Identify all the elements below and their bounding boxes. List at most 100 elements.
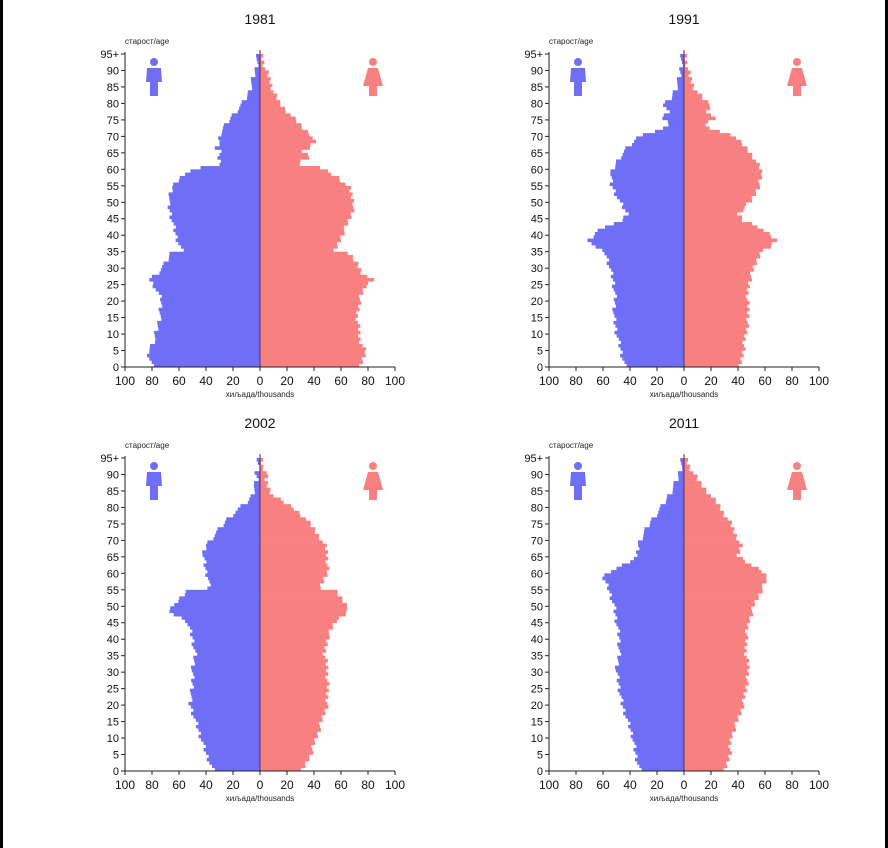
female-bar bbox=[260, 540, 323, 544]
female-bar bbox=[684, 747, 731, 752]
female-person-icon bbox=[787, 58, 807, 96]
male-bar bbox=[672, 487, 684, 492]
male-bar bbox=[214, 767, 260, 772]
y-tick-label: 55 bbox=[107, 585, 119, 597]
male-bar bbox=[632, 142, 684, 147]
female-bar bbox=[684, 520, 732, 525]
female-bar bbox=[684, 659, 750, 663]
female-bar bbox=[684, 324, 750, 328]
male-bar bbox=[255, 54, 260, 58]
female-bar bbox=[684, 199, 753, 203]
female-bar bbox=[260, 698, 326, 703]
male-bar bbox=[190, 169, 260, 173]
female-bar bbox=[684, 113, 711, 117]
male-bar bbox=[192, 635, 260, 640]
female-bar bbox=[260, 593, 338, 597]
male-bar bbox=[214, 533, 260, 538]
female-bar bbox=[684, 576, 767, 581]
male-bar bbox=[637, 553, 684, 558]
female-bar bbox=[260, 215, 352, 220]
male-bar bbox=[677, 83, 684, 88]
female-bar bbox=[260, 311, 357, 315]
female-bar bbox=[260, 357, 362, 361]
male-bar bbox=[149, 357, 260, 361]
pyramid-chart-2002: 2002 старост/age 0 5 10 15 20 25 30 35 40 45 50 55 60 6… bbox=[100, 415, 405, 803]
female-bar bbox=[684, 570, 762, 574]
female-bar bbox=[684, 271, 751, 276]
x-tick-label: 60 bbox=[172, 778, 186, 792]
female-bar bbox=[260, 747, 313, 752]
male-bar bbox=[257, 461, 260, 465]
male-bar bbox=[682, 63, 684, 68]
female-bar bbox=[260, 665, 329, 670]
male-bar bbox=[177, 235, 260, 239]
female-bar bbox=[260, 284, 367, 289]
female-bar bbox=[684, 255, 761, 259]
male-bar bbox=[155, 337, 260, 341]
male-bar bbox=[618, 337, 684, 341]
x-tick-label: 80 bbox=[569, 778, 583, 792]
x-tick-label: 40 bbox=[731, 374, 745, 388]
female-bar bbox=[684, 238, 778, 243]
male-bar bbox=[251, 83, 260, 88]
y-tick-label: 15 bbox=[531, 313, 543, 325]
y-tick-label: 90 bbox=[531, 65, 543, 77]
y-tick-label: 55 bbox=[107, 181, 119, 193]
x-tick-label: 80 bbox=[785, 374, 799, 388]
female-bar bbox=[684, 556, 744, 561]
male-bar bbox=[616, 566, 684, 571]
y-tick-label: 50 bbox=[107, 197, 119, 209]
y-tick-label: 90 bbox=[107, 65, 119, 77]
male-bar bbox=[681, 57, 684, 61]
male-bar bbox=[162, 264, 260, 269]
male-bar bbox=[604, 251, 684, 256]
y-tick-label: 20 bbox=[531, 296, 543, 308]
male-bar bbox=[255, 73, 260, 78]
male-bar bbox=[241, 100, 260, 104]
male-bar bbox=[613, 222, 684, 226]
y-tick-label: 30 bbox=[107, 263, 119, 275]
female-bar bbox=[684, 169, 763, 173]
female-bar bbox=[260, 54, 264, 58]
female-bar bbox=[260, 175, 339, 180]
female-bar bbox=[260, 110, 286, 114]
female-bar bbox=[684, 189, 756, 193]
male-bar bbox=[224, 520, 260, 525]
male-bar bbox=[633, 747, 684, 752]
male-bar bbox=[233, 514, 260, 518]
female-bar bbox=[684, 705, 745, 709]
female-bar bbox=[684, 668, 748, 673]
male-bar bbox=[623, 202, 684, 206]
male-bar bbox=[223, 123, 260, 127]
female-bar bbox=[684, 307, 750, 312]
female-bar bbox=[684, 231, 770, 236]
male-bar bbox=[619, 691, 684, 696]
x-tick-label: 100 bbox=[385, 374, 405, 388]
male-bar bbox=[250, 494, 260, 498]
male-bar bbox=[616, 294, 684, 299]
female-bar bbox=[260, 70, 269, 75]
male-bar bbox=[170, 606, 260, 610]
chart-title: 2011 bbox=[669, 415, 699, 431]
male-bar bbox=[618, 343, 684, 348]
male-bar bbox=[622, 218, 684, 223]
y-tick-label: 35 bbox=[531, 651, 543, 663]
x-tick-label: 80 bbox=[569, 374, 583, 388]
male-bar bbox=[633, 556, 684, 561]
x-tick-label: 80 bbox=[785, 778, 799, 792]
female-bar bbox=[260, 185, 352, 190]
male-bar bbox=[605, 579, 684, 584]
female-bar bbox=[684, 156, 753, 160]
y-tick-label: 95+ bbox=[100, 453, 119, 465]
male-bar bbox=[617, 688, 684, 693]
male-bar bbox=[615, 304, 684, 308]
female-bar bbox=[684, 629, 746, 633]
female-bar bbox=[260, 67, 266, 71]
female-bar bbox=[260, 527, 316, 531]
male-bar bbox=[169, 251, 260, 256]
male-bar bbox=[240, 504, 260, 508]
female-bar bbox=[684, 603, 755, 607]
female-bar bbox=[260, 546, 326, 551]
male-bar bbox=[667, 119, 684, 124]
female-bar bbox=[260, 458, 264, 462]
